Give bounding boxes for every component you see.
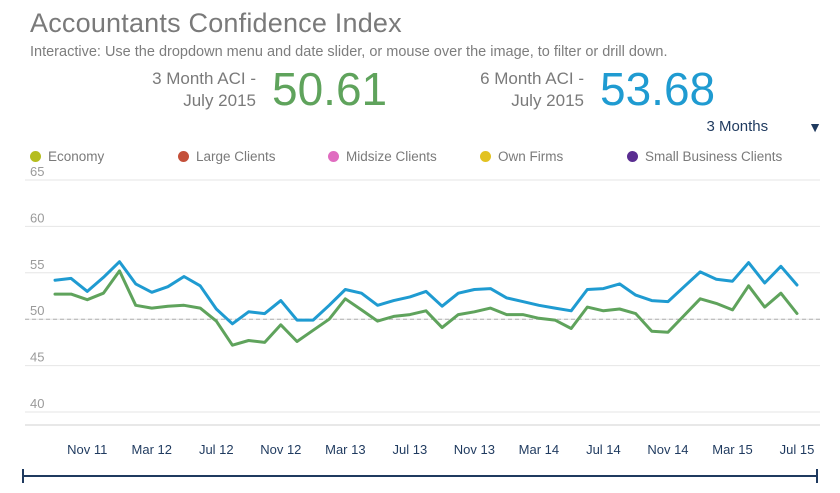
kpi-6month-label-line2: July 2015 [511,91,584,110]
legend-dot-icon [30,151,41,162]
date-slider[interactable] [22,469,818,485]
legend-item-economy[interactable]: Economy [30,149,104,164]
kpi-3month-label: 3 Month ACI - July 2015 [110,68,256,112]
x-tick-label: Nov 14 [647,442,688,457]
kpi-3month-label-line2: July 2015 [183,91,256,110]
page-title: Accountants Confidence Index [30,8,402,38]
x-tick-label: Jul 12 [199,442,234,457]
legend-label: Small Business Clients [645,149,783,164]
date-slider-end-handle[interactable] [816,469,818,483]
kpi-6month-label: 6 Month ACI - July 2015 [440,68,584,112]
legend-dot-icon [480,151,491,162]
page-subtitle: Interactive: Use the dropdown menu and d… [30,44,668,60]
series-line-6-month-aci[interactable] [53,260,799,326]
y-tick-label: 40 [30,396,44,411]
series-line-3-month-aci[interactable] [53,269,799,347]
period-dropdown[interactable]: 3 Months ▼ [706,118,822,135]
x-tick-label: Nov 12 [260,442,301,457]
legend-label: Economy [48,149,105,164]
legend-item-large-clients[interactable]: Large Clients [178,149,276,164]
period-dropdown-value: 3 Months [706,118,769,135]
date-slider-start-handle[interactable] [22,469,24,483]
x-tick-label: Nov 13 [454,442,495,457]
legend-item-midsize-clients[interactable]: Midsize Clients [328,149,437,164]
kpi-6month-value: 53.68 [600,63,716,115]
kpi-3month-value: 50.61 [272,63,388,115]
legend-dot-icon [178,151,189,162]
legend-label: Own Firms [498,149,564,164]
legend-item-own-firms[interactable]: Own Firms [480,149,563,164]
x-tick-label: Mar 14 [519,442,559,457]
x-tick-label: Jul 15 [780,442,815,457]
date-slider-track[interactable] [22,475,818,477]
legend-dot-icon [328,151,339,162]
x-tick-label: Mar 12 [132,442,172,457]
kpi-3month-label-line1: 3 Month ACI - [152,69,256,88]
y-tick-label: 55 [30,257,44,272]
chart-legend: Economy Large Clients Midsize Clients Ow… [30,149,820,169]
y-tick-label: 65 [30,164,44,179]
legend-item-small-business-clients[interactable]: Small Business Clients [627,149,782,164]
x-tick-label: Mar 15 [712,442,752,457]
triangle-down-icon[interactable]: ▼ [808,118,822,135]
x-tick-label: Jul 14 [586,442,621,457]
y-tick-label: 60 [30,210,44,225]
y-tick-label: 50 [30,303,44,318]
x-tick-label: Mar 13 [325,442,365,457]
x-tick-label: Nov 11 [67,442,107,457]
legend-dot-icon [627,151,638,162]
x-tick-label: Jul 13 [393,442,428,457]
legend-label: Large Clients [196,149,276,164]
kpi-6month-label-line1: 6 Month ACI - [480,69,584,88]
y-tick-label: 45 [30,350,44,365]
legend-label: Midsize Clients [346,149,437,164]
